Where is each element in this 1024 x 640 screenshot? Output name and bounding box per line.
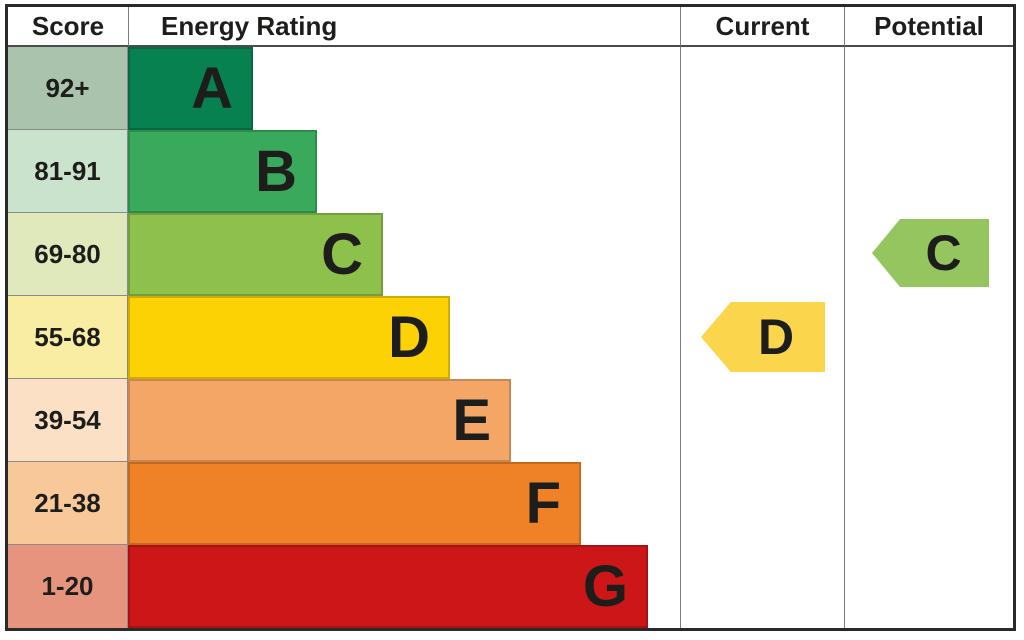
current-column-header: Current — [680, 7, 844, 47]
rating-bar-b: B — [128, 130, 317, 213]
score-cell-d: 55-68 — [8, 296, 128, 379]
rating-bar-g: G — [128, 545, 648, 628]
score-cell-c: 69-80 — [8, 213, 128, 296]
score-cell-g: 1-20 — [8, 545, 128, 628]
potential-column-header: Potential — [844, 7, 1013, 47]
potential-column: C — [844, 47, 1013, 628]
score-cell-e: 39-54 — [8, 379, 128, 462]
score-cell-f: 21-38 — [8, 462, 128, 545]
rating-bar-c: C — [128, 213, 383, 296]
epc-rating-chart: Score Energy Rating Current Potential 92… — [5, 4, 1016, 631]
energy-rating-bars: A B C D E F G — [128, 47, 680, 628]
rating-bar-f: F — [128, 462, 581, 545]
score-cell-a: 92+ — [8, 47, 128, 130]
score-cell-b: 81-91 — [8, 130, 128, 213]
rating-bar-e: E — [128, 379, 511, 462]
rating-bar-d: D — [128, 296, 450, 379]
current-rating-arrow: D — [701, 302, 825, 372]
score-column-header: Score — [8, 7, 128, 47]
energy-rating-column-header: Energy Rating — [128, 7, 680, 47]
current-column: D — [680, 47, 844, 628]
potential-rating-arrow: C — [872, 219, 989, 287]
rating-bar-a: A — [128, 47, 253, 130]
